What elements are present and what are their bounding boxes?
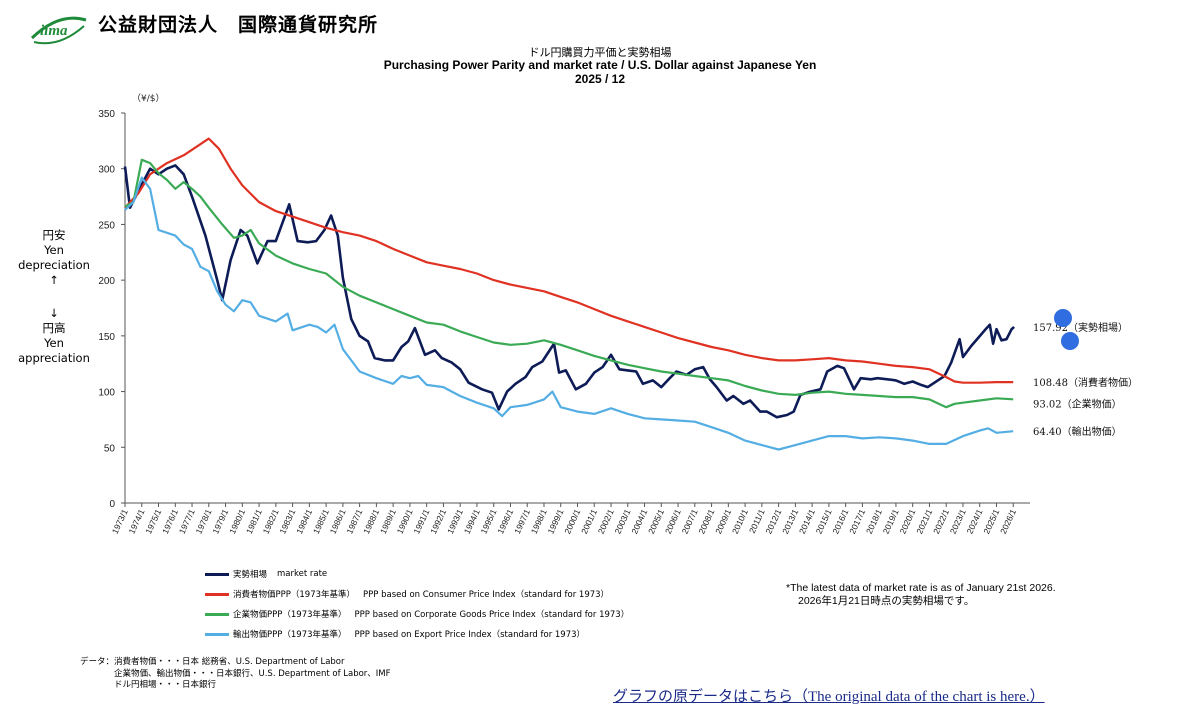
end-value-label-export: 64.40（輸出物価） bbox=[1033, 425, 1122, 438]
legend-item-market: 実勢相場 market rate bbox=[205, 567, 327, 581]
y-axis-unit-label: （¥/$） bbox=[132, 93, 165, 104]
legend-label-jp: 輸出物価PPP（1973年基準） bbox=[233, 630, 347, 640]
series-line-export bbox=[124, 176, 1014, 451]
note-line-jp: 2026年1月21日時点の実勢相場です。 bbox=[798, 595, 975, 607]
up-arrow: ↑ bbox=[49, 273, 59, 287]
side-label-line: 円安 bbox=[42, 228, 66, 242]
y-tick-label: 100 bbox=[98, 388, 115, 399]
legend-item-cpi: 消費者物価PPP（1973年基準） PPP based on Consumer … bbox=[205, 587, 609, 601]
side-label-line: depreciation bbox=[18, 258, 90, 272]
legend-item-cgpi: 企業物価PPP（1973年基準） PPP based on Corporate … bbox=[205, 607, 629, 621]
end-value-label-cpi: 108.48（消費者物価） bbox=[1033, 376, 1138, 389]
end-value-label-market: 157.92（実勢相場） bbox=[1033, 321, 1128, 334]
down-arrow: ↓ bbox=[49, 306, 59, 320]
chart-date: 2025 / 12 bbox=[574, 72, 626, 86]
y-tick-label: 250 bbox=[98, 220, 115, 231]
legend-item-export: 輸出物価PPP（1973年基準） PPP based on Export Pri… bbox=[205, 627, 585, 641]
y-tick-label: 150 bbox=[98, 332, 115, 343]
legend-label-jp: 消費者物価PPP（1973年基準） bbox=[233, 590, 356, 600]
y-tick-label: 300 bbox=[98, 165, 115, 176]
legend-label-en: market rate bbox=[277, 569, 328, 579]
chart-title-en: Purchasing Power Parity and market rate … bbox=[383, 58, 817, 72]
yen-depreciation-label: 円安 Yen depreciation ↑ bbox=[4, 228, 104, 288]
ppp-line-chart: 050100150200250300350（¥/$）1973/11974/119… bbox=[98, 93, 1138, 535]
legend-swatch bbox=[205, 592, 229, 596]
legend-label-en: PPP based on Consumer Price Index（standa… bbox=[363, 590, 610, 600]
organization-name: 公益財団法人 国際通貨研究所 bbox=[98, 14, 379, 36]
source-line: ドル円相場・・・日本銀行 bbox=[114, 680, 217, 690]
note-line-en: *The latest data of market rate is as of… bbox=[786, 582, 1056, 594]
logo-text: iima bbox=[40, 23, 68, 39]
y-tick-label: 200 bbox=[98, 276, 115, 287]
legend-label-en: PPP based on Export Price Index（standard… bbox=[354, 630, 586, 640]
series-line-cpi bbox=[124, 137, 1014, 384]
legend-swatch bbox=[205, 572, 229, 576]
original-data-link[interactable]: グラフの原データはこちら（The original data of the ch… bbox=[613, 689, 1045, 705]
x-tick-label: 2026/1 bbox=[998, 507, 1018, 535]
iima-logo: iima bbox=[30, 16, 87, 45]
legend-label-en: PPP based on Corporate Goods Price Index… bbox=[354, 610, 630, 620]
legend-swatch bbox=[205, 612, 229, 616]
side-label-line: appreciation bbox=[18, 351, 90, 365]
series-line-cgpi bbox=[124, 158, 1014, 409]
source-line: データ：消費者物価・・・日本 総務省、U.S. Department of La… bbox=[80, 657, 345, 667]
chart-title-jp: ドル円購買力平価と実勢相場 bbox=[528, 47, 672, 59]
blue-dot-marker[interactable] bbox=[1054, 309, 1072, 327]
side-label-line: Yen bbox=[44, 336, 64, 350]
side-label-line: Yen bbox=[44, 243, 64, 257]
legend-label-jp: 実勢相場 bbox=[233, 570, 268, 580]
end-value-label-cgpi: 93.02（企業物価） bbox=[1033, 397, 1122, 410]
legend-swatch bbox=[205, 632, 229, 636]
y-tick-label: 50 bbox=[104, 443, 116, 454]
data-sources: データ：消費者物価・・・日本 総務省、U.S. Department of La… bbox=[80, 657, 391, 692]
blue-dot-marker[interactable] bbox=[1061, 332, 1079, 350]
legend-label-jp: 企業物価PPP（1973年基準） bbox=[233, 610, 347, 620]
y-tick-label: 350 bbox=[98, 109, 115, 120]
y-tick-label: 0 bbox=[109, 499, 115, 510]
series-line-market bbox=[123, 164, 1015, 419]
yen-appreciation-label: ↓ 円高 Yen appreciation bbox=[4, 306, 104, 366]
latest-data-note: *The latest data of market rate is as of… bbox=[786, 582, 1056, 608]
source-line: 企業物価、輸出物価・・・日本銀行、U.S. Department of Labo… bbox=[114, 668, 391, 679]
side-label-line: 円高 bbox=[42, 321, 66, 335]
